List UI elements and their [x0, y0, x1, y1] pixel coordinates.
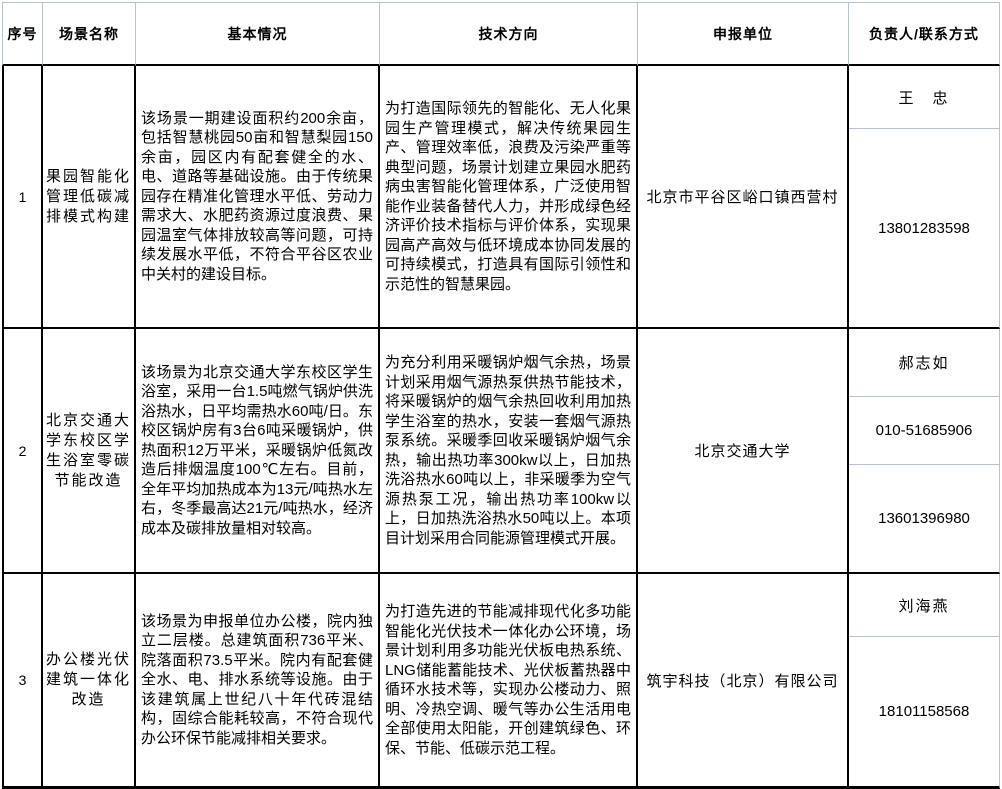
- header-col-scene-name: 场景名称: [43, 2, 136, 66]
- tech-direction-text: 为打造国际领先的智能化、无人化果园生产管理模式，解决传统果园生产、管理效率低，浪…: [385, 100, 631, 293]
- scene-name-text: 办公楼光伏建筑一体化改造: [45, 651, 131, 708]
- header-col-tech-direction: 技术方向: [380, 2, 638, 66]
- header-col-basic-info: 基本情况: [136, 2, 380, 66]
- contact-phone-mobile: 13601396980: [878, 510, 970, 527]
- basic-info-text: 该场景为北京交通大学东校区学生浴室，采用一台1.5吨燃气锅炉供洗浴热水，日平均需…: [141, 363, 373, 537]
- scene-name-text: 北京交通大学东校区学生浴室零碳节能改造: [45, 411, 131, 489]
- basic-info-text: 该场景为申报单位办公楼，院内独立二层楼。总建筑面积736平米、院落面积73.5平…: [141, 612, 373, 747]
- basic-info-text: 该场景一期建设面积约200余亩，包括智慧桃园50亩和智慧梨园150余亩，园区内有…: [141, 109, 373, 283]
- scene-name-text: 果园智能化管理低碳减排模式构建: [45, 167, 131, 225]
- row1-contact-cell: 王 忠 13801283598: [849, 66, 1000, 329]
- tech-direction-text: 为打造先进的节能减排现代化多功能智能化光伏技术一体化办公环境，场景计划利用多功能…: [385, 603, 631, 757]
- contact-phone-office: 010-51685906: [849, 397, 999, 465]
- header-col-org: 申报单位: [638, 2, 849, 66]
- header-col-index: 序号: [2, 2, 43, 66]
- row3-scene-name-cell: 办公楼光伏建筑一体化改造: [43, 574, 136, 789]
- org-text: 北京市平谷区峪口镇西营村: [646, 189, 839, 206]
- row2-basic-info-cell: 该场景为北京交通大学东校区学生浴室，采用一台1.5吨燃气锅炉供洗浴热水，日平均需…: [136, 329, 380, 574]
- row2-index-cell: 2: [2, 329, 43, 574]
- row1-tech-direction-cell: 为打造国际领先的智能化、无人化果园生产管理模式，解决传统果园生产、管理效率低，浪…: [380, 66, 638, 329]
- contact-name: 郝志如: [849, 329, 999, 397]
- row1-scene-name-cell: 果园智能化管理低碳减排模式构建: [43, 66, 136, 329]
- row3-basic-info-cell: 该场景为申报单位办公楼，院内独立二层楼。总建筑面积736平米、院落面积73.5平…: [136, 574, 380, 789]
- row1-index-cell: 1: [2, 66, 43, 329]
- row2-org-cell: 北京交通大学: [638, 329, 849, 574]
- row1-basic-info-cell: 该场景一期建设面积约200余亩，包括智慧桃园50亩和智慧梨园150余亩，园区内有…: [136, 66, 380, 329]
- contact-name: 王 忠: [849, 66, 999, 129]
- header-col-contact: 负责人/联系方式: [849, 2, 1000, 66]
- org-text: 筑宇科技（北京）有限公司: [646, 672, 839, 690]
- row3-contact-cell: 刘海燕 18101158568: [849, 574, 1000, 789]
- contact-name: 刘海燕: [849, 574, 999, 637]
- row3-tech-direction-cell: 为打造先进的节能减排现代化多功能智能化光伏技术一体化办公环境，场景计划利用多功能…: [380, 574, 638, 789]
- tech-direction-text: 为充分利用采暖锅炉烟气余热，场景计划采用烟气源热泵供热节能技术，将采暖锅炉的烟气…: [385, 354, 631, 547]
- contact-phone-mobile: 18101158568: [878, 703, 970, 720]
- org-text: 北京交通大学: [694, 443, 791, 460]
- row2-contact-cell: 郝志如 010-51685906 13601396980: [849, 329, 1000, 574]
- row2-tech-direction-cell: 为充分利用采暖锅炉烟气余热，场景计划采用烟气源热泵供热节能技术，将采暖锅炉的烟气…: [380, 329, 638, 574]
- row3-index-cell: 3: [2, 574, 43, 789]
- row2-scene-name-cell: 北京交通大学东校区学生浴室零碳节能改造: [43, 329, 136, 574]
- row3-org-cell: 筑宇科技（北京）有限公司: [638, 574, 849, 789]
- contact-phone-mobile: 13801283598: [878, 219, 970, 237]
- row1-org-cell: 北京市平谷区峪口镇西营村: [638, 66, 849, 329]
